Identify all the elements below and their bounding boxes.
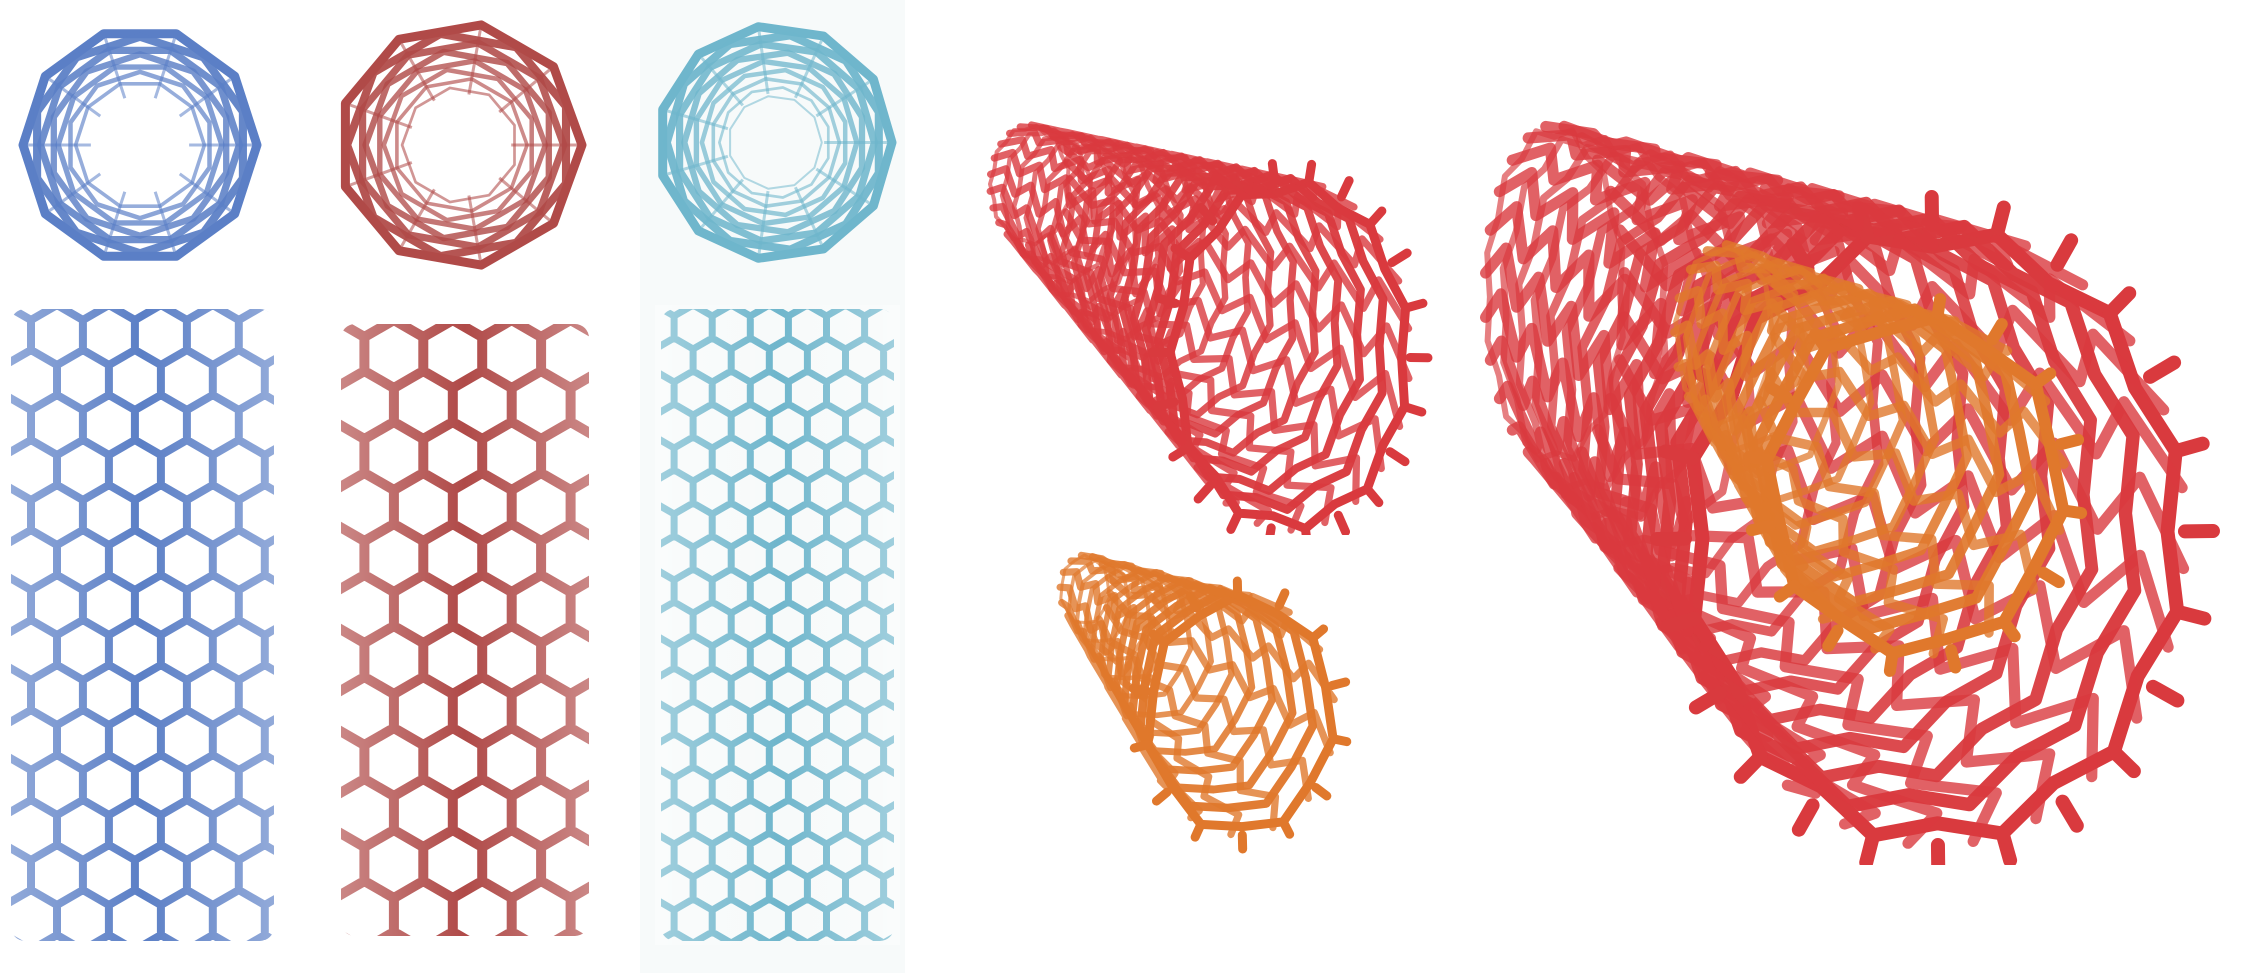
single-wall-nanotube-perspective	[986, 121, 1433, 535]
armchair-nanotube-end-view	[18, 29, 262, 261]
small-nanotube-perspective	[1056, 551, 1352, 854]
zigzag-nanotube-side-view	[335, 320, 595, 940]
zigzag-nanotube-end-view	[340, 20, 587, 270]
armchair-nanotube-side-view	[5, 305, 280, 945]
multi-wall-nanotube-perspective	[1480, 120, 2220, 865]
chiral-nanotube-side-view	[655, 305, 900, 945]
chiral-nanotube-end-view	[658, 22, 897, 263]
